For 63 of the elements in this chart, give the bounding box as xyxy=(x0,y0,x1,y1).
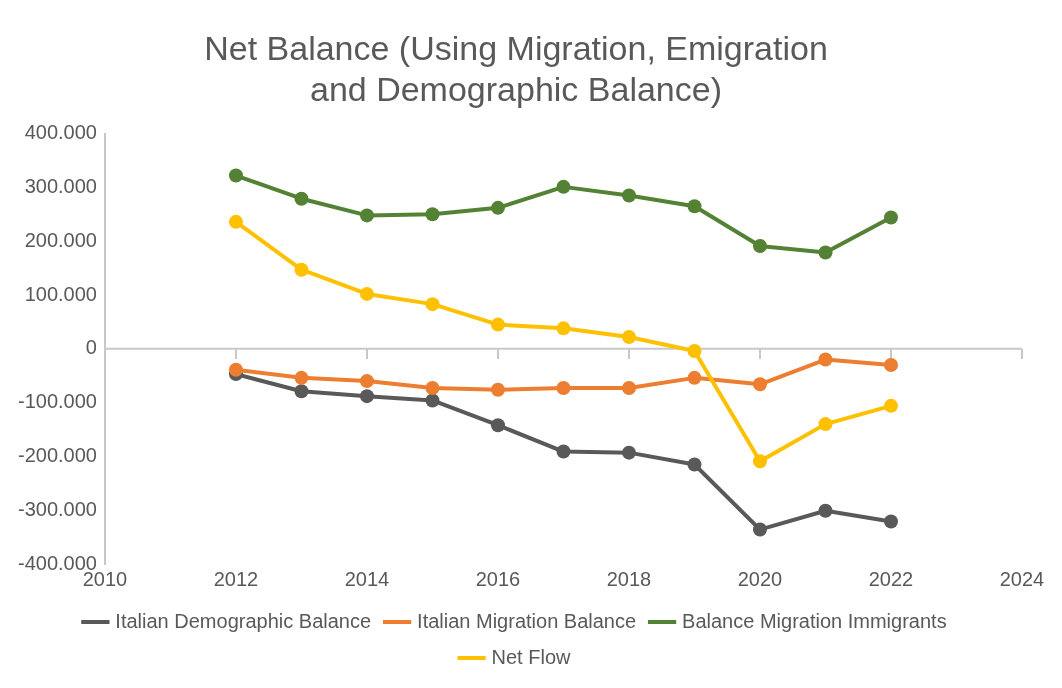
point xyxy=(621,329,636,344)
point xyxy=(687,199,702,214)
point xyxy=(752,239,767,254)
y-tick-label: -300.000 xyxy=(17,497,97,520)
point xyxy=(490,382,505,397)
x-tick-label: 2024 xyxy=(999,567,1045,590)
point xyxy=(752,522,767,537)
point xyxy=(294,370,309,385)
point xyxy=(818,417,833,432)
legend-label: Balance Migration Immigrants xyxy=(682,609,947,632)
chart-title: Net Balance (Using Migration, Emigration and Demographic Balance) xyxy=(204,28,828,108)
point xyxy=(359,286,374,301)
point xyxy=(621,188,636,203)
point xyxy=(556,444,571,459)
point xyxy=(818,352,833,367)
x-tick-label: 2018 xyxy=(606,567,652,590)
x-tick-label: 2022 xyxy=(868,567,914,590)
point xyxy=(883,210,898,225)
x-tick-label: 2016 xyxy=(475,567,521,590)
legend-label: Italian Migration Balance xyxy=(417,609,637,632)
point xyxy=(294,191,309,206)
point xyxy=(883,357,898,372)
point xyxy=(490,200,505,215)
point xyxy=(359,208,374,223)
point xyxy=(752,377,767,392)
y-tick-label: 400.000 xyxy=(24,121,97,144)
point xyxy=(687,370,702,385)
y-tick-label: -100.000 xyxy=(17,390,97,413)
point xyxy=(425,393,440,408)
point xyxy=(359,389,374,404)
legend-label: Net Flow xyxy=(491,645,572,668)
point xyxy=(818,503,833,518)
point xyxy=(294,262,309,277)
x-tick-label: 2012 xyxy=(213,567,259,590)
point xyxy=(556,321,571,336)
point xyxy=(425,297,440,312)
point xyxy=(556,179,571,194)
point xyxy=(228,362,243,377)
y-tick-label: 300.000 xyxy=(24,174,97,197)
x-tick-label: 2014 xyxy=(344,567,390,590)
point xyxy=(687,343,702,358)
point xyxy=(883,514,898,529)
legend-label: Italian Demographic Balance xyxy=(115,609,372,632)
point xyxy=(490,418,505,433)
point xyxy=(687,457,702,472)
y-tick-label: -200.000 xyxy=(17,443,97,466)
point xyxy=(490,317,505,332)
y-tick-label: 100.000 xyxy=(24,282,97,305)
point xyxy=(294,384,309,399)
point xyxy=(883,398,898,413)
point xyxy=(556,381,571,396)
point xyxy=(425,207,440,222)
point xyxy=(818,245,833,260)
point xyxy=(752,454,767,469)
point xyxy=(228,214,243,229)
point xyxy=(621,445,636,460)
point xyxy=(359,374,374,389)
y-tick-label: 200.000 xyxy=(24,228,97,251)
point xyxy=(621,381,636,396)
point xyxy=(425,381,440,396)
point xyxy=(228,168,243,183)
y-tick-label: 0 xyxy=(85,336,97,359)
x-tick-label: 2020 xyxy=(737,567,783,590)
